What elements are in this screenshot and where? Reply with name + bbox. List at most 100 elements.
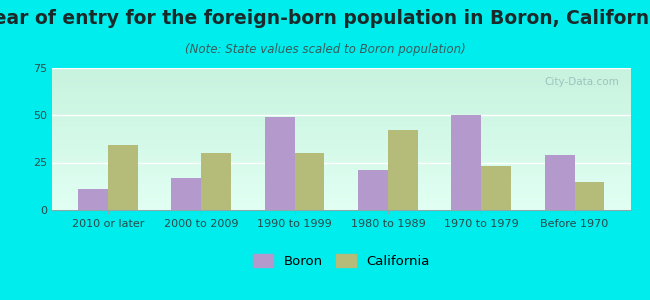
Bar xyxy=(52,203,630,204)
Bar xyxy=(52,209,630,210)
Bar xyxy=(52,151,630,152)
Bar xyxy=(52,119,630,120)
Bar xyxy=(52,171,630,172)
Bar xyxy=(52,113,630,114)
Bar xyxy=(52,161,630,162)
Bar xyxy=(52,189,630,190)
Bar xyxy=(52,131,630,132)
Bar xyxy=(78,189,108,210)
Bar xyxy=(52,190,630,191)
Bar xyxy=(52,93,630,94)
Bar xyxy=(52,168,630,169)
Bar xyxy=(52,140,630,141)
Bar xyxy=(52,92,630,93)
Bar xyxy=(52,133,630,134)
Bar xyxy=(52,158,630,159)
Bar xyxy=(52,83,630,84)
Bar xyxy=(52,199,630,200)
Bar xyxy=(52,178,630,179)
Bar xyxy=(52,208,630,209)
Bar xyxy=(52,183,630,184)
Bar xyxy=(52,157,630,158)
Bar xyxy=(52,90,630,91)
Bar xyxy=(52,81,630,82)
Bar xyxy=(451,115,481,210)
Bar xyxy=(52,118,630,119)
Bar xyxy=(52,195,630,196)
Bar xyxy=(52,132,630,133)
Bar xyxy=(52,143,630,144)
Bar xyxy=(52,145,630,146)
Bar xyxy=(52,88,630,89)
Bar xyxy=(52,196,630,197)
Bar xyxy=(52,91,630,92)
Bar xyxy=(52,69,630,70)
Bar xyxy=(52,202,630,203)
Bar xyxy=(52,155,630,156)
Legend: Boron, California: Boron, California xyxy=(249,250,434,272)
Bar xyxy=(52,201,630,202)
Bar xyxy=(52,87,630,88)
Bar xyxy=(52,150,630,151)
Bar xyxy=(52,205,630,206)
Bar xyxy=(388,130,418,210)
Bar xyxy=(294,153,324,210)
Bar xyxy=(52,152,630,153)
Bar xyxy=(52,96,630,97)
Bar xyxy=(52,130,630,131)
Bar xyxy=(52,122,630,123)
Bar xyxy=(52,112,630,113)
Bar xyxy=(52,173,630,174)
Bar xyxy=(52,135,630,136)
Bar xyxy=(265,117,294,210)
Bar xyxy=(52,179,630,180)
Bar xyxy=(52,117,630,118)
Bar xyxy=(52,142,630,143)
Bar xyxy=(52,84,630,85)
Bar xyxy=(52,80,630,81)
Bar xyxy=(52,185,630,186)
Bar xyxy=(52,206,630,207)
Bar xyxy=(52,182,630,183)
Bar xyxy=(52,159,630,160)
Bar xyxy=(52,101,630,102)
Bar xyxy=(52,191,630,192)
Bar xyxy=(52,177,630,178)
Bar xyxy=(575,182,604,210)
Bar xyxy=(52,169,630,170)
Bar xyxy=(52,74,630,75)
Bar xyxy=(545,155,575,210)
Bar xyxy=(52,70,630,71)
Bar xyxy=(52,192,630,193)
Bar xyxy=(52,127,630,128)
Bar xyxy=(52,175,630,176)
Bar xyxy=(52,123,630,124)
Bar xyxy=(52,125,630,126)
Bar xyxy=(52,129,630,130)
Bar xyxy=(52,78,630,79)
Bar xyxy=(52,106,630,107)
Bar xyxy=(358,170,388,210)
Bar xyxy=(52,187,630,188)
Bar xyxy=(52,144,630,145)
Bar xyxy=(52,200,630,201)
Bar xyxy=(52,107,630,108)
Bar xyxy=(52,207,630,208)
Bar xyxy=(52,154,630,155)
Bar xyxy=(52,163,630,164)
Bar xyxy=(52,188,630,189)
Bar xyxy=(52,194,630,195)
Bar xyxy=(52,138,630,139)
Bar xyxy=(52,99,630,100)
Bar xyxy=(172,178,202,210)
Bar xyxy=(52,147,630,148)
Bar xyxy=(52,134,630,135)
Bar xyxy=(52,148,630,149)
Bar xyxy=(52,116,630,117)
Bar xyxy=(52,73,630,74)
Bar xyxy=(52,198,630,199)
Text: (Note: State values scaled to Boron population): (Note: State values scaled to Boron popu… xyxy=(185,44,465,56)
Bar xyxy=(52,68,630,69)
Bar xyxy=(52,77,630,78)
Bar xyxy=(52,174,630,175)
